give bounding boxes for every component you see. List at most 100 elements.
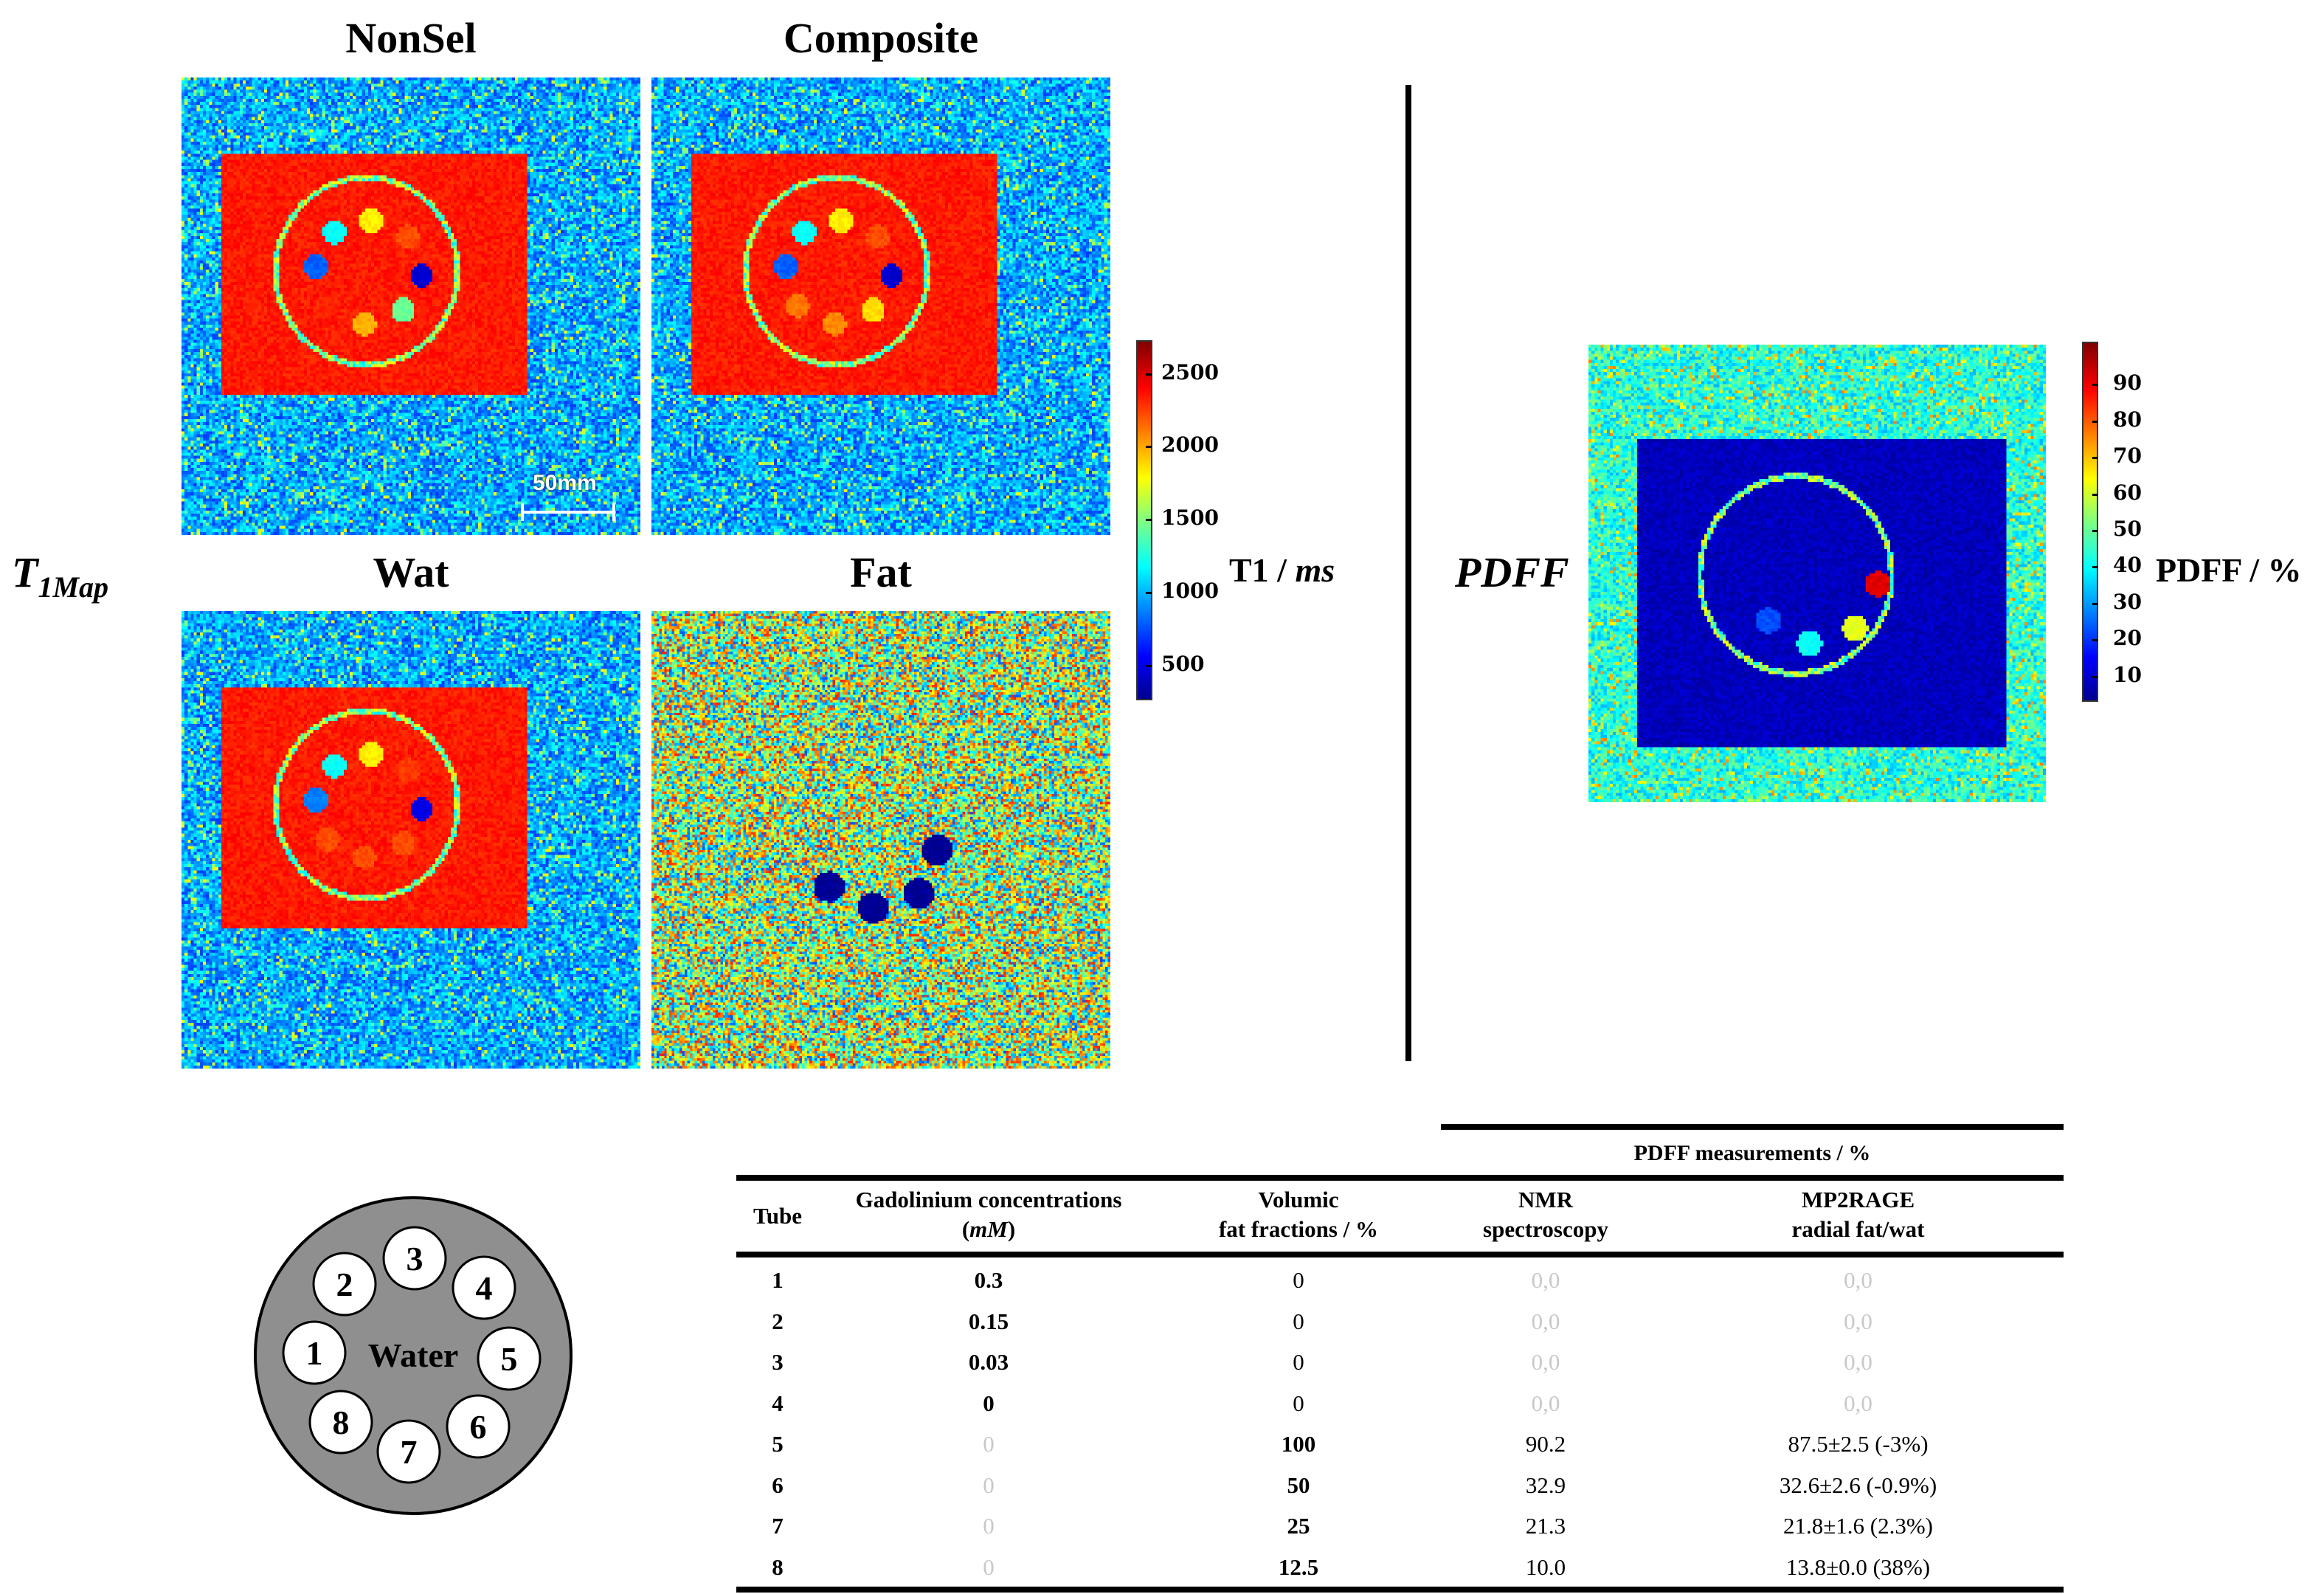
diagram-tube-4 (452, 1255, 516, 1320)
header-line2: fat fractions / % (1218, 1216, 1379, 1242)
pdff-tick-label: 70 (2113, 444, 2142, 469)
cell-vol: 0 (1293, 1390, 1304, 1416)
t1-colorbar-label: T1 / ms (1229, 551, 1335, 590)
pdff-tick-mark (2092, 384, 2098, 387)
vertical-divider (1405, 85, 1411, 1061)
header-tube: Tube (753, 1203, 803, 1229)
cell-gd: 0.15 (968, 1308, 1009, 1334)
header-paren-open: ( (961, 1216, 970, 1242)
cell-nmr: 0,0 (1531, 1390, 1560, 1416)
pdff-measurements-header: PDFF measurements / % (1633, 1141, 1871, 1165)
pdff-tick-mark (2092, 457, 2098, 460)
diagram-tube-number: 5 (501, 1340, 518, 1378)
diagram-tube-number: 4 (476, 1269, 493, 1307)
diagram-tube-number: 3 (407, 1240, 423, 1277)
water-label: Water (368, 1336, 459, 1374)
nonsel-title: NonSel (345, 14, 477, 62)
cell-nmr: 90.2 (1525, 1431, 1566, 1457)
cell-vol: 50 (1287, 1471, 1310, 1498)
cell-gd: 0.03 (968, 1349, 1009, 1375)
header-line2: (mM) (819, 1215, 1158, 1244)
t1-colorbar (1136, 340, 1152, 700)
t1map-label-main: T (12, 548, 38, 596)
cell-tube: 4 (772, 1390, 784, 1416)
pdff-tick-label: 10 (2113, 662, 2142, 687)
table-header-rule (736, 1252, 2064, 1257)
cell-gd: 0 (983, 1390, 995, 1416)
diagram-tube-number: 6 (470, 1408, 487, 1446)
composite-title: Composite (783, 14, 979, 62)
composite-t1-map-image (651, 77, 1110, 535)
header-line1: NMR (1518, 1187, 1574, 1212)
cell-tube: 2 (772, 1308, 784, 1334)
pdff-tick-label: 20 (2113, 626, 2142, 651)
pdff-tick-label: 60 (2113, 480, 2142, 505)
cell-mp2rage: 0,0 (1844, 1390, 1872, 1416)
t1-tick-mark (1146, 446, 1152, 449)
t1map-label: T1Map (12, 548, 108, 604)
pdff-tick-label: 50 (2113, 517, 2142, 541)
cell-vol: 0 (1293, 1267, 1304, 1293)
pdff-tick-label: 90 (2113, 370, 2142, 396)
t1-tick-mark (1146, 519, 1152, 522)
pdff-tick-label: 30 (2113, 589, 2142, 614)
diagram-tube-8 (308, 1390, 373, 1455)
t1map-label-sub: 1Map (38, 570, 109, 604)
wat-title: Wat (373, 548, 449, 596)
header-line1: Gadolinium concentrations (855, 1187, 1122, 1212)
cell-nmr: 0,0 (1531, 1308, 1560, 1334)
table-top-rule (736, 1175, 2064, 1181)
scale-bar-label: 50mm (533, 471, 597, 495)
diagram-tube-6 (446, 1394, 511, 1459)
cell-tube: 1 (772, 1267, 784, 1293)
diagram-tube-2 (312, 1252, 377, 1317)
table-group-top-rule (1441, 1124, 2064, 1130)
cell-gd: 0 (983, 1471, 995, 1498)
cell-vol: 12.5 (1278, 1553, 1319, 1580)
pdff-tick-mark (2092, 420, 2098, 423)
cell-tube: 3 (772, 1349, 784, 1375)
diagram-tube-1 (282, 1320, 347, 1385)
cell-vol: 100 (1281, 1431, 1316, 1457)
cell-mp2rage: 21.8±1.6 (2.3%) (1783, 1513, 1933, 1539)
t1-tick-label: 500 (1161, 651, 1205, 676)
t1-tick-label: 1500 (1161, 506, 1219, 531)
cell-mp2rage: 0,0 (1844, 1308, 1872, 1334)
cell-gd: 0 (983, 1553, 995, 1580)
pdff-tick-mark (2092, 602, 2098, 605)
cell-tube: 5 (772, 1431, 784, 1457)
t1-label-unit: ms (1295, 551, 1335, 589)
pdff-label: PDFF (1455, 548, 1569, 596)
header-line2: radial fat/wat (1791, 1216, 1925, 1242)
cell-nmr: 10.0 (1525, 1553, 1566, 1580)
diagram-tube-number: 7 (401, 1433, 418, 1471)
cell-nmr: 0,0 (1531, 1267, 1560, 1293)
diagram-tube-5 (477, 1326, 542, 1391)
diagram-tube-number: 2 (336, 1266, 353, 1303)
cell-vol: 0 (1293, 1349, 1304, 1375)
header-paren-close: ) (1007, 1216, 1016, 1242)
diagram-tube-number: 1 (306, 1334, 323, 1372)
cell-nmr: 32.9 (1525, 1471, 1566, 1498)
t1-tick-label: 2000 (1161, 432, 1219, 458)
t1-tick-mark (1146, 591, 1152, 594)
cell-mp2rage: 0,0 (1844, 1267, 1872, 1293)
table-bottom-rule (736, 1587, 2064, 1593)
cell-nmr: 0,0 (1531, 1349, 1560, 1375)
diagram-tube-3 (382, 1226, 447, 1291)
header-line1: Volumic (1258, 1187, 1339, 1212)
pdff-colorbar-label: PDFF / % (2156, 551, 2302, 589)
diagram-tube-7 (376, 1419, 441, 1484)
scale-bar (521, 503, 615, 521)
header-line2: spectroscopy (1483, 1216, 1608, 1242)
header-unit: mM (969, 1216, 1008, 1242)
fat-t1-map-image (651, 611, 1110, 1069)
pdff-tick-mark (2092, 675, 2098, 678)
cell-mp2rage: 32.6±2.6 (-0.9%) (1779, 1471, 1937, 1498)
t1-tick-label: 2500 (1161, 359, 1219, 384)
cell-tube: 6 (772, 1471, 784, 1498)
cell-mp2rage: 87.5±2.5 (-3%) (1788, 1431, 1929, 1457)
cell-vol: 0 (1293, 1308, 1304, 1334)
cell-tube: 8 (772, 1553, 784, 1580)
cell-nmr: 21.3 (1525, 1513, 1566, 1539)
